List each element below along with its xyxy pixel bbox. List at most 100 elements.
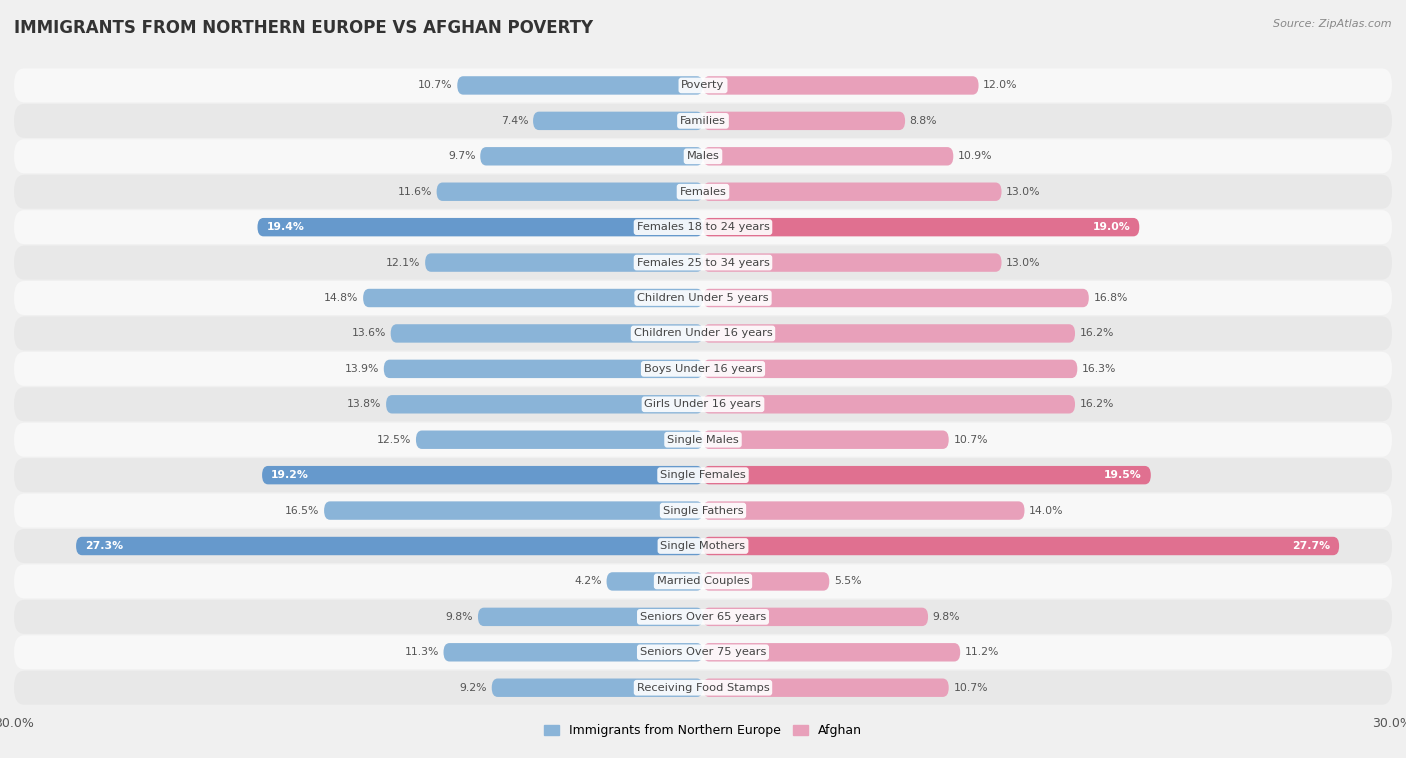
Text: 13.9%: 13.9% [344, 364, 380, 374]
FancyBboxPatch shape [437, 183, 703, 201]
Text: 19.2%: 19.2% [271, 470, 309, 480]
Text: Married Couples: Married Couples [657, 576, 749, 587]
Text: 13.6%: 13.6% [352, 328, 387, 338]
Text: 8.8%: 8.8% [910, 116, 938, 126]
FancyBboxPatch shape [703, 643, 960, 662]
FancyBboxPatch shape [14, 529, 1392, 563]
Text: 11.2%: 11.2% [965, 647, 1000, 657]
Text: IMMIGRANTS FROM NORTHERN EUROPE VS AFGHAN POVERTY: IMMIGRANTS FROM NORTHERN EUROPE VS AFGHA… [14, 19, 593, 37]
Text: 9.8%: 9.8% [932, 612, 960, 622]
Text: 14.8%: 14.8% [325, 293, 359, 303]
FancyBboxPatch shape [14, 352, 1392, 386]
FancyBboxPatch shape [14, 600, 1392, 634]
Text: Females 18 to 24 years: Females 18 to 24 years [637, 222, 769, 232]
Text: 10.7%: 10.7% [953, 435, 988, 445]
FancyBboxPatch shape [257, 218, 703, 236]
FancyBboxPatch shape [363, 289, 703, 307]
FancyBboxPatch shape [703, 359, 1077, 378]
FancyBboxPatch shape [14, 635, 1392, 669]
Text: 19.5%: 19.5% [1104, 470, 1142, 480]
Text: Children Under 16 years: Children Under 16 years [634, 328, 772, 338]
FancyBboxPatch shape [606, 572, 703, 590]
Text: 13.0%: 13.0% [1007, 258, 1040, 268]
Text: 11.3%: 11.3% [405, 647, 439, 657]
Text: 12.5%: 12.5% [377, 435, 412, 445]
FancyBboxPatch shape [703, 218, 1139, 236]
FancyBboxPatch shape [14, 246, 1392, 280]
Text: Poverty: Poverty [682, 80, 724, 90]
FancyBboxPatch shape [443, 643, 703, 662]
FancyBboxPatch shape [391, 324, 703, 343]
FancyBboxPatch shape [425, 253, 703, 272]
FancyBboxPatch shape [492, 678, 703, 697]
FancyBboxPatch shape [323, 501, 703, 520]
Text: 12.0%: 12.0% [983, 80, 1018, 90]
FancyBboxPatch shape [14, 139, 1392, 174]
FancyBboxPatch shape [478, 608, 703, 626]
FancyBboxPatch shape [14, 104, 1392, 138]
FancyBboxPatch shape [703, 289, 1088, 307]
Text: 27.7%: 27.7% [1292, 541, 1330, 551]
FancyBboxPatch shape [76, 537, 703, 555]
FancyBboxPatch shape [14, 493, 1392, 528]
Text: Families: Families [681, 116, 725, 126]
Text: Females: Females [679, 186, 727, 197]
Text: 10.7%: 10.7% [418, 80, 453, 90]
Text: Single Mothers: Single Mothers [661, 541, 745, 551]
Text: 7.4%: 7.4% [501, 116, 529, 126]
Text: Girls Under 16 years: Girls Under 16 years [644, 399, 762, 409]
Text: 16.3%: 16.3% [1083, 364, 1116, 374]
Text: Females 25 to 34 years: Females 25 to 34 years [637, 258, 769, 268]
FancyBboxPatch shape [703, 253, 1001, 272]
FancyBboxPatch shape [14, 671, 1392, 705]
FancyBboxPatch shape [457, 77, 703, 95]
Text: 27.3%: 27.3% [86, 541, 124, 551]
Text: 13.8%: 13.8% [347, 399, 381, 409]
FancyBboxPatch shape [703, 77, 979, 95]
FancyBboxPatch shape [14, 68, 1392, 102]
Text: Receiving Food Stamps: Receiving Food Stamps [637, 683, 769, 693]
FancyBboxPatch shape [703, 324, 1076, 343]
FancyBboxPatch shape [703, 537, 1339, 555]
Text: Single Fathers: Single Fathers [662, 506, 744, 515]
FancyBboxPatch shape [14, 458, 1392, 492]
FancyBboxPatch shape [481, 147, 703, 165]
FancyBboxPatch shape [384, 359, 703, 378]
FancyBboxPatch shape [703, 572, 830, 590]
FancyBboxPatch shape [703, 183, 1001, 201]
Text: Single Males: Single Males [666, 435, 740, 445]
FancyBboxPatch shape [703, 111, 905, 130]
FancyBboxPatch shape [703, 466, 1152, 484]
FancyBboxPatch shape [14, 316, 1392, 350]
Text: Seniors Over 65 years: Seniors Over 65 years [640, 612, 766, 622]
FancyBboxPatch shape [416, 431, 703, 449]
Text: 16.2%: 16.2% [1080, 399, 1114, 409]
Text: Source: ZipAtlas.com: Source: ZipAtlas.com [1274, 19, 1392, 29]
FancyBboxPatch shape [14, 281, 1392, 315]
Text: 12.1%: 12.1% [387, 258, 420, 268]
Text: 16.2%: 16.2% [1080, 328, 1114, 338]
Text: Males: Males [686, 152, 720, 161]
Text: Seniors Over 75 years: Seniors Over 75 years [640, 647, 766, 657]
Text: 19.0%: 19.0% [1092, 222, 1130, 232]
FancyBboxPatch shape [703, 431, 949, 449]
Text: 10.7%: 10.7% [953, 683, 988, 693]
FancyBboxPatch shape [14, 174, 1392, 208]
FancyBboxPatch shape [703, 501, 1025, 520]
FancyBboxPatch shape [387, 395, 703, 414]
Text: 9.2%: 9.2% [460, 683, 486, 693]
FancyBboxPatch shape [14, 387, 1392, 421]
Text: 4.2%: 4.2% [575, 576, 602, 587]
FancyBboxPatch shape [533, 111, 703, 130]
Text: 5.5%: 5.5% [834, 576, 862, 587]
Text: Boys Under 16 years: Boys Under 16 years [644, 364, 762, 374]
Text: 19.4%: 19.4% [267, 222, 305, 232]
FancyBboxPatch shape [703, 608, 928, 626]
Text: 16.5%: 16.5% [285, 506, 319, 515]
Text: 14.0%: 14.0% [1029, 506, 1063, 515]
Legend: Immigrants from Northern Europe, Afghan: Immigrants from Northern Europe, Afghan [538, 719, 868, 742]
FancyBboxPatch shape [14, 423, 1392, 457]
Text: 11.6%: 11.6% [398, 186, 432, 197]
Text: Children Under 5 years: Children Under 5 years [637, 293, 769, 303]
Text: 9.8%: 9.8% [446, 612, 474, 622]
